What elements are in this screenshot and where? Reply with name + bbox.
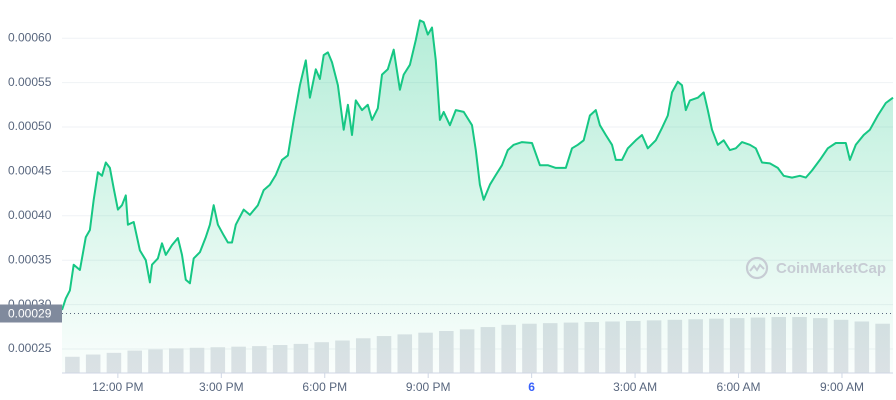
y-tick-label: 0.00035 (8, 252, 52, 266)
price-area (62, 20, 893, 374)
x-tick-label: 6 (528, 380, 535, 394)
reference-label-box (0, 304, 62, 323)
y-tick-label: 0.00060 (8, 30, 52, 44)
x-tick-label: 9:00 AM (820, 380, 864, 394)
x-tick-label: 6:00 PM (302, 380, 347, 394)
y-tick-label: 0.00050 (8, 119, 52, 133)
x-tick-label: 9:00 PM (406, 380, 451, 394)
y-tick-label: 0.00055 (8, 75, 52, 89)
x-tick-label: 3:00 PM (199, 380, 244, 394)
price-line (61, 19, 894, 311)
watermark: CoinMarketCap (745, 256, 886, 280)
x-tick-label: 6:00 AM (717, 380, 761, 394)
y-tick-label: 0.00045 (8, 164, 52, 178)
watermark-text: CoinMarketCap (776, 260, 886, 277)
reference-label: 0.00029 (8, 307, 52, 321)
x-tick-label: 12:00 PM (92, 380, 143, 394)
x-tick-label: 3:00 AM (613, 380, 657, 394)
y-tick-label: 0.00040 (8, 208, 52, 222)
y-tick-label: 0.00025 (8, 341, 52, 355)
